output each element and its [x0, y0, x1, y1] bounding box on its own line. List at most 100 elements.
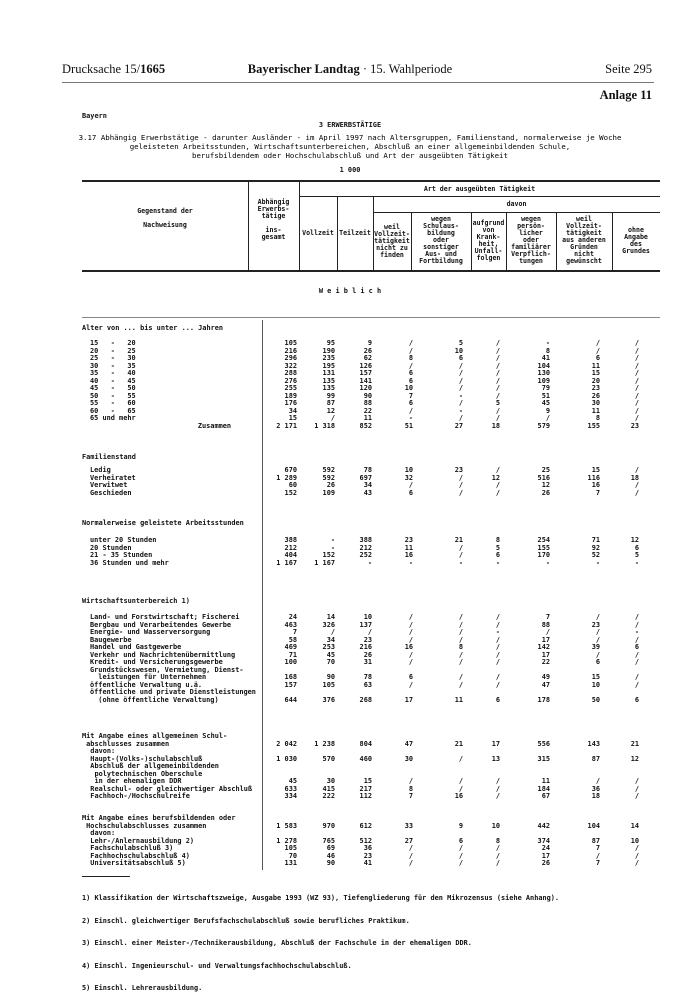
cell-no-fulltime-found: 10: [404, 466, 413, 474]
cell-total: 34: [288, 406, 297, 415]
cell-illness: 5: [495, 399, 500, 407]
header-activity-type: Art der ausgeübten Tätigkeit: [423, 185, 536, 193]
cell-no-fulltime-found: 16: [404, 643, 413, 651]
cell-total: 189: [284, 391, 297, 400]
row-label: 35 - 40: [90, 369, 136, 377]
cell-education: /: [458, 473, 463, 482]
cell-illness: 5: [495, 543, 500, 552]
table-row: Abschluß der allgemeinbildenden polytech…: [0, 762, 700, 786]
cell-family-obligations: 170: [537, 551, 550, 559]
cell-family-obligations: 155: [537, 543, 550, 552]
cell-parttime: 157: [359, 369, 372, 377]
cell-total: 322: [284, 361, 297, 370]
section-title: Wirtschaftsunterbereich 1): [82, 597, 190, 605]
cell-parttime: 112: [359, 792, 372, 800]
cell-no-reason: /: [634, 414, 639, 422]
cell-fulltime: 109: [322, 488, 335, 497]
cell-family-obligations: 47: [541, 680, 550, 689]
cell-no-reason: /: [634, 658, 639, 666]
row-label: davon:: [82, 747, 116, 755]
document-number: Drucksache 15/1665: [62, 62, 165, 77]
cell-parttime: 63: [363, 680, 372, 689]
table-row: Grundstückswesen, Vermietung, Dienst- le…: [0, 665, 700, 682]
table-row: 55 - 60 176 87 88 6 / 5 45 30 /: [0, 399, 700, 408]
cell-no-reason: 6: [634, 543, 639, 552]
cell-fulltime: 70: [326, 658, 335, 666]
cell-total: 404: [284, 551, 297, 559]
cell-illness: /: [495, 406, 500, 415]
cell-total: 334: [284, 792, 297, 800]
row-label: Grundstückswesen, Vermietung, Dienst-: [90, 665, 244, 674]
cell-no-fulltime-found: /: [408, 635, 413, 644]
cell-education: /: [458, 680, 463, 689]
row-label: Zusammen: [90, 421, 232, 430]
cell-parttime: 78: [363, 466, 372, 474]
cell-education: /: [458, 399, 463, 407]
cell-no-reason: /: [634, 635, 639, 644]
cell-illness: 8: [495, 536, 500, 544]
row-label: 20 - 25: [90, 346, 136, 355]
table-row: Haupt-(Volks-)schulabschluß 1 030 570 460 30…: [0, 754, 700, 764]
cell-family-obligations: 254: [537, 536, 550, 544]
cell-illness: 17: [491, 739, 500, 748]
row-label: Energie- und Wasserversorgung: [90, 628, 211, 636]
cell-family-obligations: 315: [537, 754, 550, 763]
cell-no-reason: /: [634, 481, 639, 489]
cell-no-reason: /: [634, 376, 639, 385]
row-label: Hochschulabschlusses zusammen: [82, 821, 207, 830]
cell-no-fulltime-found: /: [408, 650, 413, 659]
cell-no-fulltime-found: 11: [404, 543, 413, 552]
cell-no-fulltime-found: 17: [404, 695, 413, 704]
cell-fulltime-not-wanted: 20: [591, 376, 600, 385]
cell-fulltime-not-wanted: 36: [591, 784, 600, 793]
cell-education: /: [458, 658, 463, 666]
cell-family-obligations: 556: [537, 739, 550, 748]
cell-illness: /: [495, 384, 500, 392]
cell-family-obligations: 51: [541, 391, 550, 400]
row-label: Kredit- und Versicherungsgewerbe: [90, 658, 223, 666]
header-davon: davon: [506, 200, 527, 208]
cell-fulltime: 46: [326, 851, 335, 860]
cell-fulltime: 45: [326, 650, 335, 659]
cell-fulltime-not-wanted: 23: [591, 384, 600, 392]
cell-fulltime-not-wanted: -: [595, 558, 600, 567]
cell-no-fulltime-found: 6: [408, 673, 413, 681]
row-label: 15 - 20: [90, 339, 136, 347]
cell-total: 388: [284, 536, 297, 544]
cell-fulltime: 253: [322, 643, 335, 651]
cell-family-obligations: /: [545, 414, 550, 422]
cell-family-obligations: 11: [541, 777, 550, 785]
cell-family-obligations: 9: [545, 406, 550, 415]
cell-no-reason: /: [634, 784, 639, 793]
document-number-value: 1665: [140, 62, 166, 76]
cell-no-fulltime-found: 6: [408, 376, 413, 385]
cell-fulltime: 152: [322, 551, 335, 559]
cell-education: /: [458, 384, 463, 392]
row-label: leistungen für Unternehmen: [90, 673, 207, 681]
cell-fulltime-not-wanted: /: [595, 346, 600, 355]
cell-illness: 8: [495, 836, 500, 845]
cell-illness: 13: [491, 754, 500, 763]
table-row: 36 Stunden und mehr 1 167 1 167 - - - - - - -: [0, 558, 700, 568]
cell-family-obligations: -: [545, 558, 550, 567]
cell-education: 23: [454, 466, 463, 474]
cell-illness: /: [495, 643, 500, 651]
cell-no-fulltime-found: -: [408, 558, 413, 567]
cell-fulltime: 222: [322, 792, 335, 800]
cell-education: /: [458, 784, 463, 793]
row-label: abschlusses zusammen: [82, 739, 170, 748]
cell-education: /: [458, 613, 463, 621]
cell-total: 7: [292, 628, 297, 636]
table-row: 60 - 65 34 12 22 / - / 9 11 /: [0, 406, 700, 416]
cell-illness: /: [495, 481, 500, 489]
row-label: 21 - 35 Stunden: [90, 551, 153, 559]
cell-no-fulltime-found: /: [408, 851, 413, 860]
cell-illness: /: [495, 658, 500, 666]
cell-illness: 12: [491, 473, 500, 482]
cell-family-obligations: 7: [545, 613, 550, 621]
cell-illness: /: [495, 784, 500, 793]
cell-total: 100: [284, 658, 297, 666]
cell-education: /: [458, 361, 463, 370]
cell-parttime: 41: [363, 859, 372, 867]
cell-no-reason: /: [634, 620, 639, 629]
